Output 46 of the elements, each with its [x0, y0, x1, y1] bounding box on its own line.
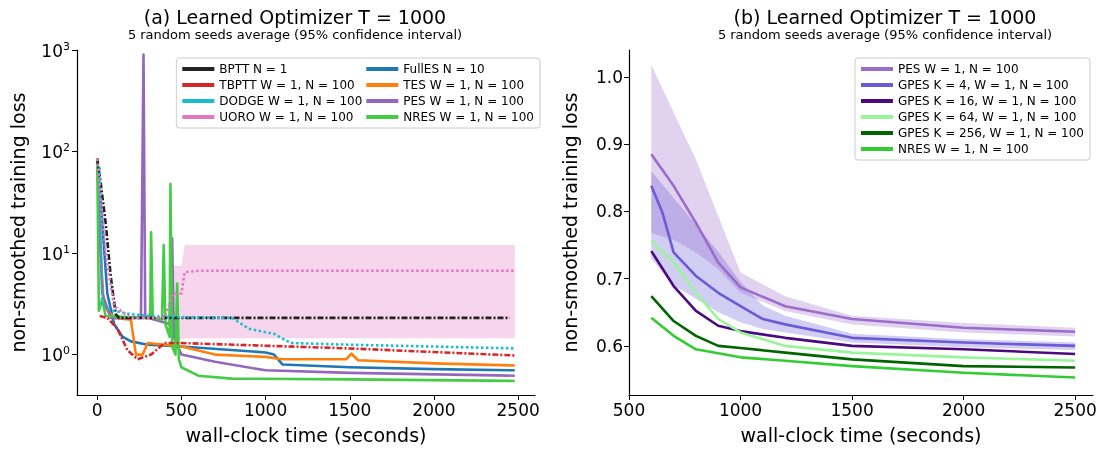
y-tick-label: 0.6	[595, 335, 623, 356]
x-tick-label: 2500	[1053, 399, 1097, 420]
x-tick-label: 1000	[718, 399, 763, 420]
legend-label: DODGE W = 1, N = 100	[219, 94, 363, 108]
line-series	[98, 314, 517, 361]
y-tick-label: 10$^{1}$	[41, 242, 70, 264]
y-tick-label: 10$^{0}$	[41, 344, 70, 366]
legend-label: TBPTT W = 1, N = 100	[218, 78, 355, 92]
x-tick-label: 0	[91, 399, 103, 420]
legend-label: UORO W = 1, N = 100	[219, 110, 354, 124]
legend-label: BPTT N = 1	[219, 62, 288, 76]
y-tick-label: 0.8	[595, 201, 623, 222]
legend-label: GPES K = 256, W = 1, N = 100	[897, 126, 1084, 140]
chart-subtitle: 5 random seeds average (95% confidence interval)	[127, 27, 463, 42]
x-tick-label: 2500	[496, 399, 540, 420]
x-axis-title: wall-clock time (seconds)	[740, 423, 982, 446]
legend-label: PES W = 1, N = 100	[897, 62, 1019, 76]
x-tick-label: 500	[612, 399, 646, 420]
legend-label: FullES N = 10	[403, 62, 485, 76]
legend-label: GPES K = 64, W = 1, N = 100	[897, 110, 1077, 124]
line-series	[650, 152, 1077, 334]
y-tick-label: 10$^{3}$	[41, 39, 70, 61]
x-tick-label: 1500	[328, 399, 372, 420]
x-tick-label: 1500	[830, 399, 874, 420]
chart-subtitle: 5 random seeds average (95% confidence interval)	[717, 27, 1053, 42]
x-tick-label: 2000	[412, 399, 456, 420]
legend-label: NRES W = 1, N = 100	[403, 110, 535, 124]
y-tick-label: 10$^{2}$	[41, 141, 70, 163]
legend-label: PES W = 1, N = 100	[403, 94, 524, 108]
y-axis-title: non-smoothed training loss	[6, 92, 29, 353]
x-tick-label: 1000	[243, 399, 288, 420]
y-axis-title: non-smoothed training loss	[558, 92, 581, 353]
y-tick-label: 0.7	[595, 268, 623, 289]
line-series	[650, 294, 1077, 369]
legend-label: NRES W = 1, N = 100	[897, 142, 1029, 156]
legend-label: TES W = 1, N = 100	[402, 78, 525, 92]
legend-label: GPES K = 4, W = 1, N = 100	[897, 78, 1069, 92]
x-axis-title: wall-clock time (seconds)	[185, 423, 427, 446]
line-series	[650, 316, 1077, 379]
y-tick-label: 0.9	[595, 134, 623, 155]
legend-label: GPES K = 16, W = 1, N = 100	[897, 94, 1077, 108]
y-tick-label: 1.0	[595, 66, 623, 87]
chart-title: (b) Learned Optimizer T = 1000	[733, 5, 1037, 28]
chart-title: (a) Learned Optimizer T = 1000	[143, 5, 447, 28]
x-tick-label: 2000	[941, 399, 986, 420]
x-tick-label: 500	[165, 399, 198, 420]
